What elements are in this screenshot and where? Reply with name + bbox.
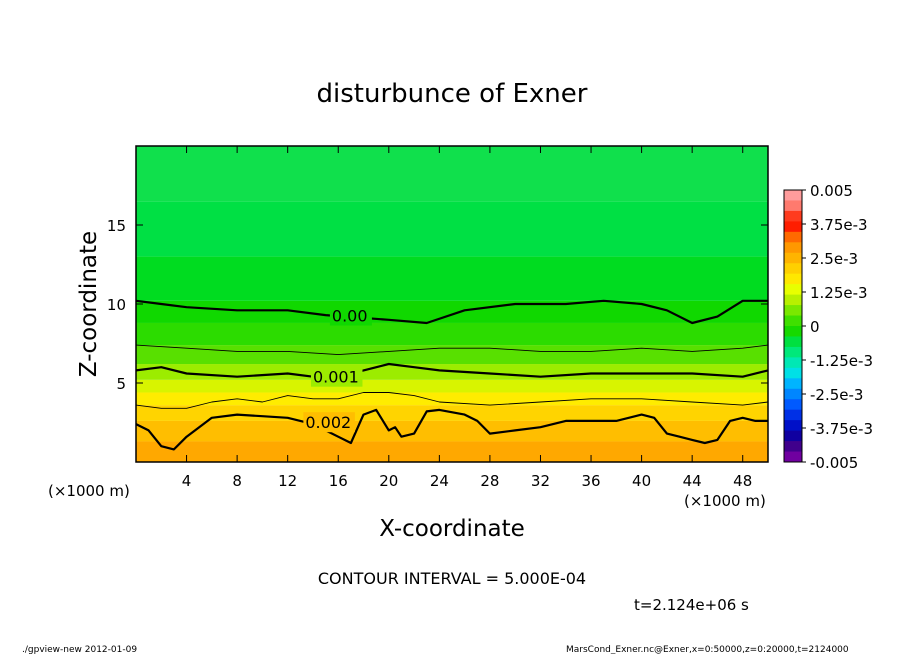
- colorbar-cells: [784, 190, 802, 463]
- time-label: t=2.124e+06 s: [634, 596, 749, 614]
- color-bands: [136, 146, 768, 462]
- footer-left: ./gpview-new 2012-01-09: [22, 645, 137, 654]
- colorbar-label-7: -3.75e-3: [810, 420, 873, 438]
- colorbar-cell-16: [784, 357, 802, 369]
- y-ticks: 5 10 15: [107, 217, 768, 393]
- contour-line-0: [135, 299, 768, 325]
- colorbar-cell-19: [784, 388, 802, 400]
- color-band-8: [136, 300, 768, 323]
- x-tick-label-6: 28: [480, 472, 499, 490]
- contour-label-0: 0.00: [332, 307, 368, 326]
- colorbar-cell-25: [784, 451, 802, 463]
- colorbar-cell-1: [784, 200, 802, 212]
- contour-label-bg-0: [329, 305, 372, 326]
- x-tick-label-8: 36: [581, 472, 600, 490]
- color-band-9: [136, 256, 768, 301]
- x-tick-label-10: 44: [683, 472, 702, 490]
- colorbar-label-8: -0.005: [810, 454, 858, 472]
- contour-label-bg-2: [310, 366, 363, 387]
- colorbar-cell-17: [784, 367, 802, 379]
- color-band-7: [136, 322, 768, 346]
- x-tick-label-7: 32: [531, 472, 550, 490]
- colorbar-label-6: -2.5e-3: [810, 386, 863, 404]
- colorbar-label-3: 1.25e-3: [810, 284, 868, 302]
- x-unit-left: (×1000 m): [48, 482, 130, 500]
- x-tick-label-4: 20: [379, 472, 398, 490]
- colorbar: 0.005 3.75e-3 2.5e-3 1.25e-3 0 -1.25e-3 -2.5e-…: [783, 182, 873, 472]
- colorbar-cell-20: [784, 399, 802, 411]
- contour-interval: CONTOUR INTERVAL = 5.000E-04: [318, 569, 586, 588]
- chart-title: disturbunce of Exner: [317, 79, 588, 109]
- contour-line-4: [135, 408, 768, 451]
- colorbar-label-0: 0.005: [810, 182, 853, 200]
- contour-label-bg-4: [303, 412, 355, 433]
- colorbar-cell-11: [784, 305, 802, 317]
- colorbar-cell-22: [784, 420, 802, 432]
- colorbar-labels: 0.005 3.75e-3 2.5e-3 1.25e-3 0 -1.25e-3 -2.5e-…: [802, 182, 873, 472]
- x-ticks: 4 8 12 16 20 24 28 32 36 40 44 48: [182, 146, 752, 490]
- contour-label-group-2: 0.001: [310, 366, 363, 387]
- colorbar-label-4: 0: [810, 318, 820, 336]
- colorbar-cell-7: [784, 263, 802, 275]
- colorbar-cell-4: [784, 231, 802, 243]
- colorbar-cell-18: [784, 378, 802, 390]
- x-tick-label-11: 48: [733, 472, 752, 490]
- color-band-10: [136, 201, 768, 257]
- contour-line-2: [135, 362, 769, 378]
- colorbar-cell-14: [784, 336, 802, 348]
- color-band-4: [136, 379, 768, 393]
- colorbar-cell-10: [784, 294, 802, 306]
- contour-line-1: [135, 344, 769, 356]
- colorbar-cell-13: [784, 326, 802, 337]
- contour-label-2: 0.001: [313, 368, 359, 387]
- plot-area: 0.00 0.001 0.002: [135, 145, 769, 463]
- color-band-11: [136, 146, 768, 202]
- colorbar-cell-9: [784, 284, 802, 296]
- colorbar-cell-23: [784, 430, 802, 442]
- x-unit-right: (×1000 m): [684, 492, 766, 510]
- x-tick-label-9: 40: [632, 472, 651, 490]
- colorbar-cell-5: [784, 242, 802, 254]
- contour-line-3: [135, 392, 769, 409]
- colorbar-label-5: -1.25e-3: [810, 352, 873, 370]
- contour-lines: 0.00 0.001 0.002: [135, 299, 769, 451]
- colorbar-cell-12: [784, 315, 802, 327]
- x-tick-label-3: 16: [329, 472, 348, 490]
- contour-label-group-0: 0.00: [329, 305, 372, 326]
- color-band-0: [136, 441, 768, 462]
- y-axis-label: Z-coordinate: [76, 231, 102, 377]
- color-band-1: [136, 420, 768, 442]
- y-tick-label-2: 15: [107, 217, 126, 235]
- colorbar-cell-8: [784, 273, 802, 285]
- colorbar-cell-6: [784, 252, 802, 264]
- colorbar-label-1: 3.75e-3: [810, 216, 868, 234]
- colorbar-cell-24: [784, 441, 802, 453]
- footer-right: MarsCond_Exner.nc@Exner,x=0:50000,z=0:20…: [566, 645, 849, 654]
- colorbar-cell-3: [784, 221, 802, 233]
- colorbar-cell-2: [784, 210, 802, 222]
- x-tick-label-1: 8: [232, 472, 242, 490]
- contour-label-group-4: 0.002: [303, 412, 355, 433]
- x-tick-label-0: 4: [182, 472, 192, 490]
- colorbar-cell-0: [784, 190, 802, 201]
- color-band-3: [136, 392, 768, 406]
- colorbar-cell-15: [784, 346, 802, 358]
- colorbar-label-2: 2.5e-3: [810, 250, 858, 268]
- y-tick-label-0: 5: [116, 375, 126, 393]
- x-axis-label: X-coordinate: [379, 516, 525, 542]
- y-tick-label-1: 10: [107, 296, 126, 314]
- x-tick-label-5: 24: [430, 472, 449, 490]
- colorbar-cell-21: [784, 409, 802, 421]
- x-tick-label-2: 12: [278, 472, 297, 490]
- contour-label-4: 0.002: [305, 413, 351, 432]
